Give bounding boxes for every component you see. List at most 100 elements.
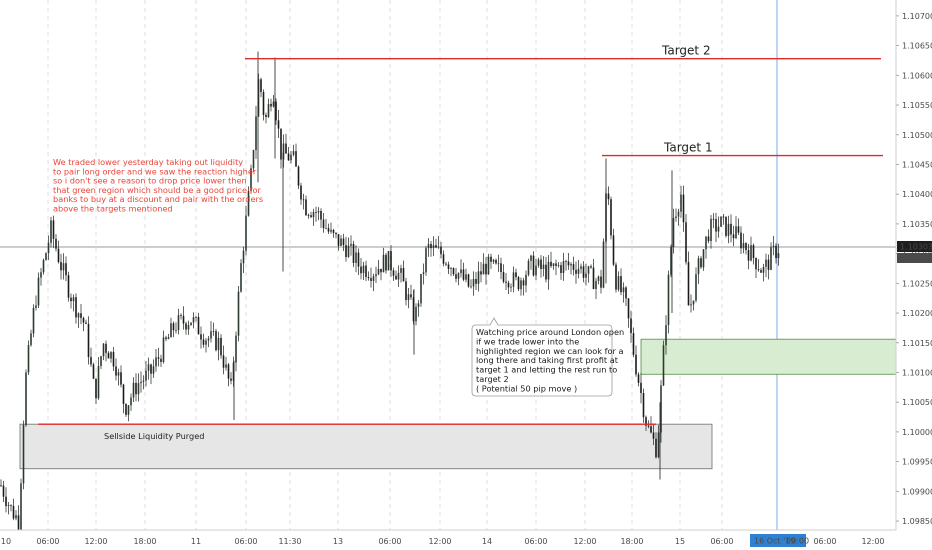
price-tick-label: 1.10000 xyxy=(902,428,932,437)
candle-body xyxy=(450,268,452,269)
candle-body xyxy=(220,337,222,356)
candle-body xyxy=(535,265,537,276)
time-tick-label: 12:00 xyxy=(573,537,596,546)
candle-body xyxy=(752,245,755,259)
candle-body xyxy=(662,345,665,386)
candle-body xyxy=(117,372,120,376)
candle-body xyxy=(760,270,762,273)
candle-body xyxy=(552,263,555,267)
candle-body xyxy=(650,426,652,433)
price-tick-label: 1.09900 xyxy=(902,487,932,496)
candle-body xyxy=(737,226,740,233)
candle-body xyxy=(275,101,277,121)
candle-body xyxy=(375,274,377,277)
candle-body xyxy=(110,352,112,359)
candle-body xyxy=(727,223,730,236)
candle-body xyxy=(25,372,27,426)
candle-body xyxy=(715,219,717,232)
candle-body xyxy=(420,273,422,304)
candle-body xyxy=(537,259,540,266)
candle-body xyxy=(672,218,675,248)
candle-body xyxy=(425,248,427,273)
candle-body xyxy=(712,218,715,220)
candle-body xyxy=(490,256,492,262)
candle-body xyxy=(95,378,97,399)
candle-body xyxy=(765,259,767,267)
candle-body xyxy=(82,317,85,323)
candle-body xyxy=(137,383,140,395)
candle-body xyxy=(332,229,335,233)
candle-body xyxy=(42,260,45,273)
candle-body xyxy=(260,79,262,92)
candle-body xyxy=(85,322,87,324)
candle-body xyxy=(100,356,102,366)
time-axis-bg xyxy=(0,530,932,550)
price-tick-label: 1.10100 xyxy=(902,368,932,377)
candle-body xyxy=(582,266,585,278)
candle-body xyxy=(772,245,775,248)
price-tick-label: 1.09850 xyxy=(902,517,932,526)
candle-body xyxy=(35,305,37,308)
candle-body xyxy=(362,265,365,274)
candle-body xyxy=(70,297,72,302)
time-tick-label: 12:00 xyxy=(861,537,884,546)
candle-body xyxy=(222,355,225,368)
time-tick-label: 10 xyxy=(1,537,11,546)
candle-body xyxy=(227,364,230,379)
candle-body xyxy=(360,266,362,274)
time-axis[interactable]: 10 06:00 12:00 18:00 11 06:00 11:30 13 06:00 12:0… xyxy=(0,529,932,550)
candle-body xyxy=(485,263,487,275)
candle-body xyxy=(297,166,300,186)
candle-body xyxy=(497,263,500,265)
time-tick-label: 06:00 xyxy=(813,537,836,546)
candle-body xyxy=(130,397,132,406)
candle-body xyxy=(365,265,367,277)
candle-body xyxy=(377,268,380,275)
candle-body xyxy=(320,210,322,220)
candle-body xyxy=(525,274,527,286)
candle-body xyxy=(530,255,532,261)
candle-body xyxy=(405,281,407,300)
candle-body xyxy=(697,258,700,275)
candle-body xyxy=(225,364,227,368)
time-tick-label: 11 xyxy=(191,537,201,546)
candle-body xyxy=(112,352,115,367)
candle-body xyxy=(750,245,752,261)
candle-body xyxy=(210,331,212,339)
candle-body xyxy=(757,269,760,271)
candle-body xyxy=(637,374,640,383)
candle-body xyxy=(475,279,477,284)
callout-line: target 1 and letting the rest run to xyxy=(476,365,617,375)
target-1-label: Target 1 xyxy=(663,141,713,155)
candle-body xyxy=(595,280,597,289)
time-tick-label: 13 xyxy=(333,537,343,546)
time-tick-label: 06:00 xyxy=(710,537,733,546)
candle-body xyxy=(492,259,495,262)
price-axis[interactable]: 1.10700 1.10650 1.10600 1.10550 1.10500 1.104… xyxy=(895,0,932,550)
candle-body xyxy=(447,264,450,269)
time-highlight-badge xyxy=(750,534,806,547)
candle-body xyxy=(547,261,550,280)
candle-body xyxy=(60,262,62,271)
candle-body xyxy=(775,245,777,259)
candle-body xyxy=(335,232,337,235)
candle-body xyxy=(445,263,447,265)
candle-body xyxy=(702,249,705,268)
candle-body xyxy=(695,274,697,301)
candle-body xyxy=(310,215,312,218)
candle-body xyxy=(345,245,347,257)
countdown-label: 13:08 xyxy=(905,254,928,263)
candle-body xyxy=(52,220,55,239)
candle-body xyxy=(47,242,50,254)
liquidity-zone-label: Sellside Liquidity Purged xyxy=(104,431,204,441)
time-tick-label: 18:00 xyxy=(133,537,156,546)
candle-body xyxy=(380,268,382,273)
candle-body xyxy=(30,333,32,346)
price-tick-label: 1.10400 xyxy=(902,190,932,199)
candle-body xyxy=(585,273,587,278)
candle-body xyxy=(520,280,522,290)
candle-body xyxy=(147,364,150,371)
candle-body xyxy=(342,238,345,246)
candle-body xyxy=(452,268,455,275)
